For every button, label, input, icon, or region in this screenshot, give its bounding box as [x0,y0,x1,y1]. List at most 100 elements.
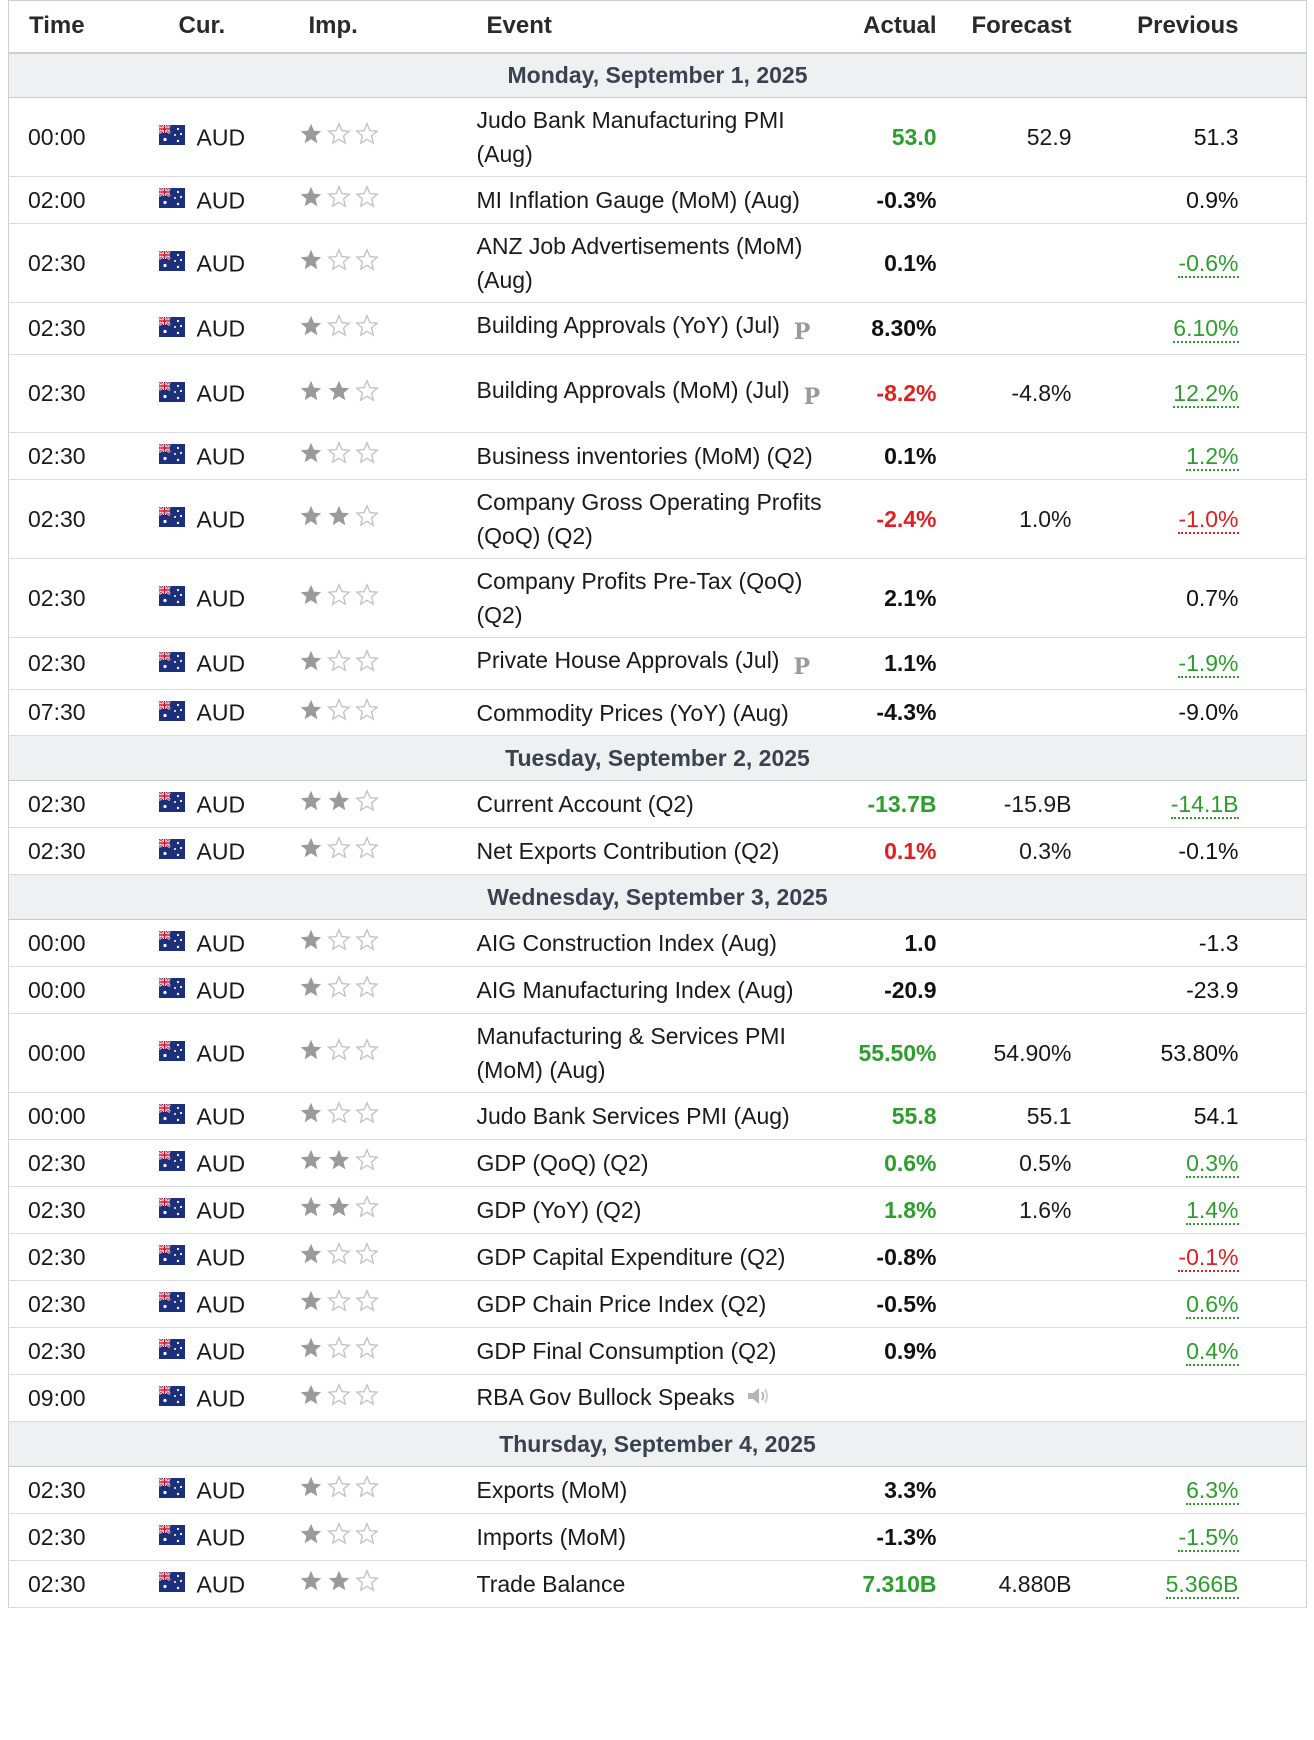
table-row[interactable]: 02:30 AUD Net Exports Contribution (Q2) 0.1… [8,827,1307,875]
table-row[interactable]: 02:30 AUD Exports (MoM) 3.3% 6.3% [8,1466,1307,1514]
table-row[interactable]: 02:30 AUD GDP (QoQ) (Q2) 0.6% 0.5% 0.3% [8,1139,1307,1187]
row-spacer [1238,1560,1307,1608]
preliminary-p-icon[interactable]: P [793,319,811,345]
table-row[interactable]: 02:30 AUD GDP (YoY) (Q2) 1.8% 1.6% 1.4% [8,1186,1307,1234]
table-row[interactable]: 02:30 AUD Current Account (Q2) -13.7B -15.9B… [8,780,1307,828]
table-row[interactable]: 00:00 AUD Judo Bank Services PMI (Aug) 55.8… [8,1092,1307,1140]
previous-revised[interactable]: 5.366B [1165,1570,1239,1599]
event-cell: ANZ Job Advertisements (MoM) (Aug) [466,223,837,303]
event-name[interactable]: Building Approvals (MoM) (Jul) [476,377,790,403]
previous-revised[interactable]: -14.1B [1170,790,1239,819]
actual-value: 0.1% [836,432,937,480]
table-row[interactable]: 02:30 AUD GDP Capital Expenditure (Q2) -0.8… [8,1233,1307,1281]
event-name[interactable]: Net Exports Contribution (Q2) [476,838,780,864]
header-currency[interactable]: Cur. [158,0,289,54]
event-name[interactable]: AIG Construction Index (Aug) [476,930,777,956]
event-name[interactable]: Manufacturing & Services PMI (MoM) (Aug) [476,1023,786,1083]
star-empty-icon [354,1101,379,1131]
event-name[interactable]: Judo Bank Manufacturing PMI (Aug) [476,107,785,167]
header-time[interactable]: Time [8,0,159,54]
event-name[interactable]: GDP (YoY) (Q2) [476,1197,642,1223]
previous-revised[interactable]: 1.4% [1186,1196,1239,1225]
forecast-value: 4.880B [936,1560,1072,1608]
event-name[interactable]: GDP Chain Price Index (Q2) [476,1291,767,1317]
event-name[interactable]: Commodity Prices (YoY) (Aug) [476,699,789,726]
previous-revised[interactable]: 0.6% [1186,1290,1239,1319]
event-time: 02:30 [8,302,159,355]
previous-revised[interactable]: -1.9% [1178,650,1239,678]
table-row[interactable]: 02:30 AUD Imports (MoM) -1.3% -1.5% [8,1513,1307,1561]
currency-code: AUD [196,1524,246,1551]
event-name[interactable]: Exports (MoM) [476,1477,628,1503]
event-name[interactable]: Business inventories (MoM) (Q2) [476,443,813,469]
table-row[interactable]: 00:00 AUD Judo Bank Manufacturing PMI (Aug… [8,97,1307,177]
table-row[interactable]: 02:30 AUD Private House Approvals (Jul) P 1.… [8,637,1307,690]
speaker-icon[interactable] [745,1382,771,1416]
forecast-value [936,176,1072,224]
event-name[interactable]: Company Gross Operating Profits (QoQ) (Q… [476,489,822,549]
table-row[interactable]: 09:00 AUD RBA Gov Bullock Speaks [8,1374,1307,1422]
previous-revised[interactable]: -1.5% [1178,1523,1239,1552]
previous-revised[interactable]: -0.6% [1178,249,1239,278]
table-row[interactable]: 00:00 AUD AIG Construction Index (Aug) 1.0 -… [8,919,1307,967]
event-name[interactable]: Building Approvals (YoY) (Jul) [476,312,780,338]
header-event[interactable]: Event [466,0,837,54]
table-row[interactable]: 02:30 AUD Building Approvals (YoY) (Jul) P 8… [8,302,1307,355]
preliminary-p-icon[interactable]: P [803,384,821,410]
previous-revised[interactable]: -0.1% [1178,1243,1239,1272]
previous-revised[interactable]: 0.3% [1186,1149,1239,1178]
header-forecast[interactable]: Forecast [936,0,1072,54]
event-name[interactable]: Current Account (Q2) [476,791,694,817]
event-name[interactable]: AIG Manufacturing Index (Aug) [476,977,794,1003]
header-previous[interactable]: Previous [1071,0,1239,54]
table-row[interactable]: 02:30 AUD ANZ Job Advertisements (MoM) (Au… [8,223,1307,303]
table-row[interactable]: 02:30 AUD Building Approvals (MoM) (Jul) P -… [8,354,1307,433]
event-name[interactable]: Judo Bank Services PMI (Aug) [476,1103,790,1129]
currency-cell: AUD [157,637,289,690]
previous-revised[interactable]: 12.2% [1173,380,1239,408]
event-name[interactable]: GDP Capital Expenditure (Q2) [476,1244,786,1270]
day-label: Thursday, September 4, 2025 [8,1421,1307,1467]
table-row[interactable]: 00:00 AUD Manufacturing & Services PMI (Mo… [8,1013,1307,1093]
previous-revised[interactable]: 6.3% [1186,1476,1239,1505]
event-name[interactable]: Company Profits Pre-Tax (QoQ) (Q2) [476,568,803,628]
event-name[interactable]: Imports (MoM) [476,1524,627,1550]
star-empty-icon [326,248,351,278]
currency-code: AUD [196,930,246,957]
row-spacer [1238,1233,1307,1281]
table-row[interactable]: 02:30 AUD Company Gross Operating Profits … [8,479,1307,559]
event-name[interactable]: Private House Approvals (Jul) [476,647,780,673]
previous-revised[interactable]: 6.10% [1173,315,1239,343]
star-filled-icon [299,583,323,613]
preliminary-p-icon[interactable]: P [793,654,811,680]
importance-stars [288,1513,467,1561]
header-importance[interactable]: Imp. [288,0,467,54]
table-row[interactable]: 02:30 AUD GDP Final Consumption (Q2) 0.9% 0.… [8,1327,1307,1375]
table-row[interactable]: 02:30 AUD Company Profits Pre-Tax (QoQ) (Q… [8,558,1307,638]
event-cell: Trade Balance [466,1560,837,1608]
event-name[interactable]: ANZ Job Advertisements (MoM) (Aug) [476,233,803,293]
currency-cell: AUD [157,1466,289,1514]
star-empty-icon [354,1038,379,1068]
table-row[interactable]: 02:30 AUD Trade Balance 7.310B 4.880B 5.366B [8,1560,1307,1608]
table-row[interactable]: 07:30 AUD Commodity Prices (YoY) (Aug) -4.3… [8,689,1307,736]
currency-cell: AUD [157,1280,289,1328]
table-row[interactable]: 02:00 AUD MI Inflation Gauge (MoM) (Aug) -0… [8,176,1307,224]
event-name[interactable]: GDP Final Consumption (Q2) [476,1338,777,1364]
event-cell: GDP Chain Price Index (Q2) [466,1280,837,1328]
event-name[interactable]: Trade Balance [476,1571,626,1597]
previous-revised[interactable]: 1.2% [1186,442,1239,471]
previous-revised[interactable]: -1.0% [1178,505,1239,534]
forecast-value: -4.8% [936,354,1072,433]
header-actual[interactable]: Actual [836,0,937,54]
event-name[interactable]: GDP (QoQ) (Q2) [476,1150,649,1176]
event-name[interactable]: MI Inflation Gauge (MoM) (Aug) [476,187,800,213]
table-row[interactable]: 00:00 AUD AIG Manufacturing Index (Aug) -20… [8,966,1307,1014]
event-name[interactable]: RBA Gov Bullock Speaks [476,1384,735,1411]
currency-code: AUD [196,380,246,407]
table-row[interactable]: 02:30 AUD GDP Chain Price Index (Q2) -0.5% 0… [8,1280,1307,1328]
table-row[interactable]: 02:30 AUD Business inventories (MoM) (Q2) 0… [8,432,1307,480]
currency-code: AUD [196,315,246,342]
australia-flag-icon [157,1385,185,1412]
previous-revised[interactable]: 0.4% [1186,1337,1239,1366]
